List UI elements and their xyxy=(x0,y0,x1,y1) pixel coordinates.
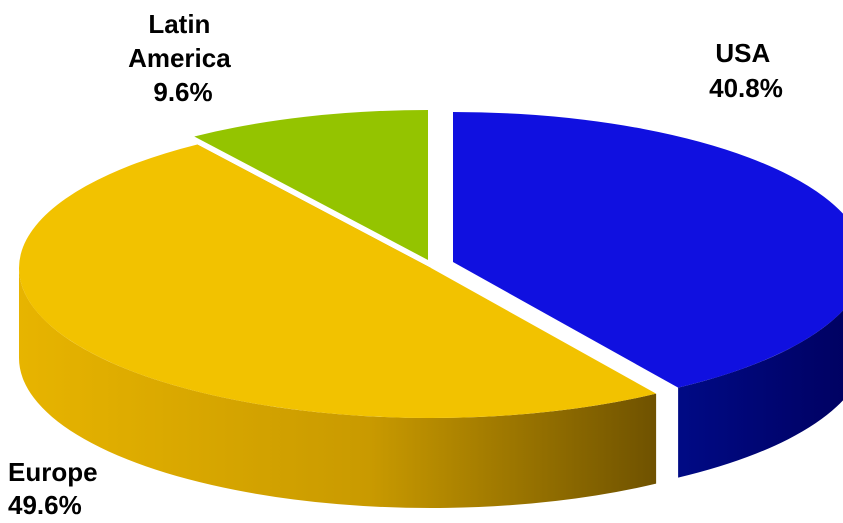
slice-latin-america xyxy=(194,110,428,260)
slice-label-usa: USA 40.8% xyxy=(709,38,783,103)
slice-value-usa: 40.8% xyxy=(709,73,783,103)
slice-value-europe: 49.6% xyxy=(8,490,82,520)
slice-value-latin-america: 9.6% xyxy=(153,77,212,107)
slice-label-latin-america: Latin America 9.6% xyxy=(128,9,238,107)
slice-europe xyxy=(18,144,657,419)
slice-usa xyxy=(453,112,843,388)
slice-side-usa xyxy=(678,310,843,478)
slices-layer xyxy=(18,110,843,508)
slice-label-europe: Europe 49.6% xyxy=(8,457,105,520)
slice-side-europe xyxy=(19,268,657,508)
